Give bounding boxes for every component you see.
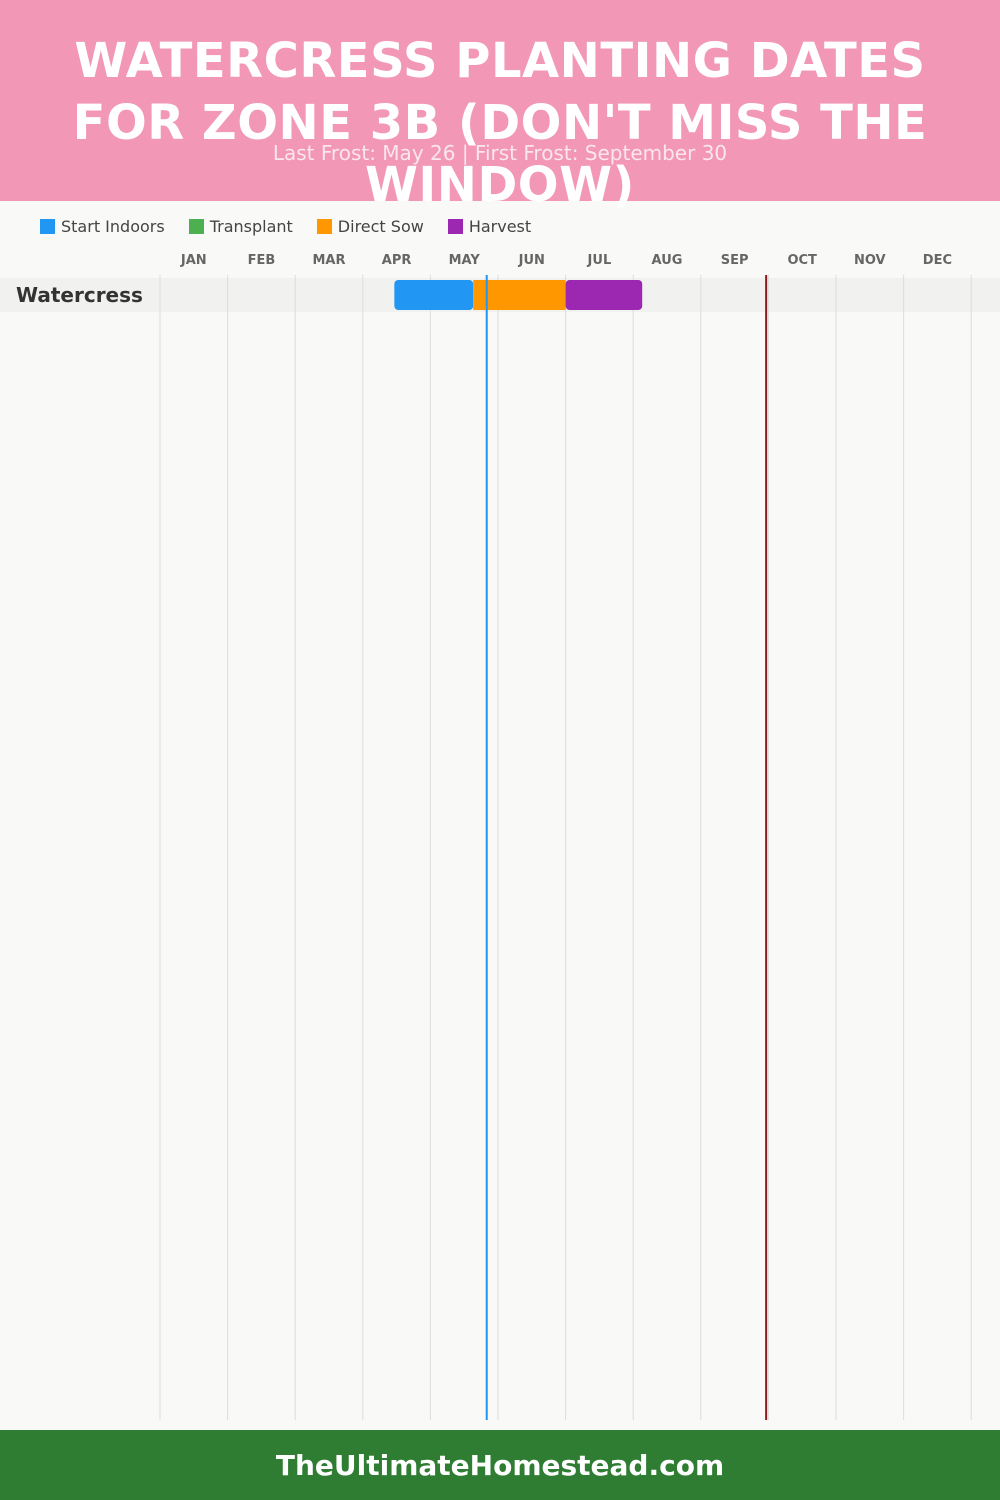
legend: Start Indoors Transplant Direct Sow Harv… — [40, 214, 555, 238]
month-label: NOV — [854, 253, 886, 268]
month-label: MAY — [449, 253, 481, 268]
legend-label-start-indoors: Start Indoors — [61, 216, 165, 236]
month-label: JAN — [180, 253, 207, 268]
month-label: JUL — [587, 253, 612, 268]
site-name: TheUltimateHomestead.com — [275, 1448, 725, 1482]
month-label: OCT — [787, 253, 817, 268]
legend-swatch-transplant — [188, 218, 204, 234]
bar-segment — [394, 280, 474, 310]
legend-swatch-harvest — [447, 218, 463, 234]
bar-segment — [473, 280, 566, 310]
row-label: Watercress — [16, 283, 143, 307]
legend-swatch-start-indoors — [40, 218, 55, 234]
header-banner: WATERCRESS PLANTING DATES FOR ZONE 3B (D… — [0, 0, 1000, 213]
page-title: WATERCRESS PLANTING DATES FOR ZONE 3B (D… — [72, 33, 928, 213]
month-label: AUG — [652, 253, 683, 268]
legend-item-transplant: Transplant — [188, 216, 293, 236]
frost-dates-subtitle: Last Frost: May 26 | First Frost: Septem… — [272, 141, 728, 165]
month-label: APR — [382, 253, 412, 268]
month-label: MAR — [312, 253, 345, 268]
month-label: FEB — [248, 253, 276, 268]
month-label: JUN — [518, 253, 545, 268]
footer-bar: TheUltimateHomestead.com — [0, 1430, 1000, 1500]
planting-calendar-chart: JAN FEB MAR APR MAY JUN JUL AUG SEP OCT NOV DEC Wate… — [0, 253, 1000, 1420]
legend-item-start-indoors: Start Indoors — [40, 217, 165, 236]
legend-item-direct-sow: Direct Sow — [316, 216, 424, 236]
legend-item-harvest: Harvest — [447, 216, 532, 236]
legend-label-harvest: Harvest — [468, 216, 532, 236]
legend-label-transplant: Transplant — [209, 216, 293, 236]
legend-swatch-direct-sow — [316, 218, 332, 234]
bar-segment — [565, 280, 643, 310]
month-label: DEC — [923, 253, 952, 268]
legend-label-direct-sow: Direct Sow — [337, 216, 424, 236]
month-label: SEP — [721, 253, 749, 268]
